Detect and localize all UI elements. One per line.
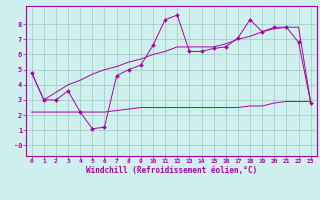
X-axis label: Windchill (Refroidissement éolien,°C): Windchill (Refroidissement éolien,°C) [86, 166, 257, 175]
